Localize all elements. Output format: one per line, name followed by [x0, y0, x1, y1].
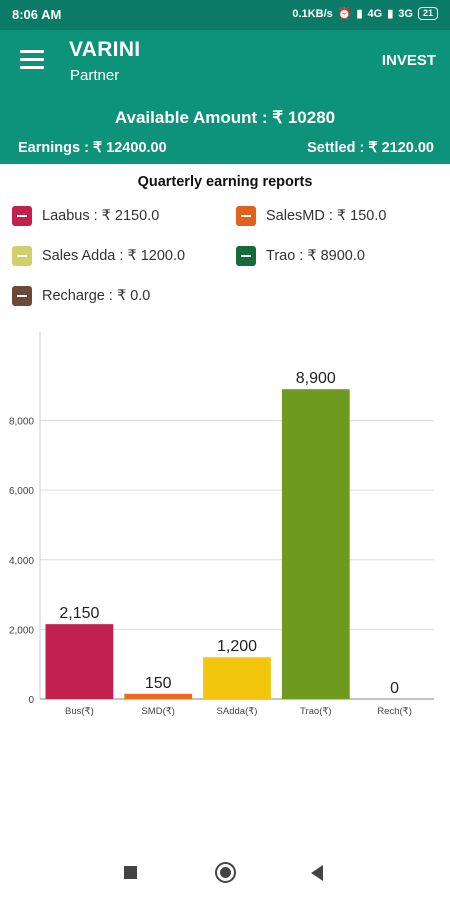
legend-swatch-icon	[236, 246, 256, 266]
legend-label: Laabus : ₹ 2150.0	[42, 208, 160, 224]
menu-icon[interactable]	[20, 50, 44, 70]
y-tick-label: 6,000	[9, 486, 34, 497]
bar-value-label: 2,150	[59, 605, 99, 622]
legend-swatch-icon	[12, 286, 32, 306]
status-bar: 8:06 AM 0.1KB/s ⏰ ▮ 4G ▮ 3G 21	[0, 0, 450, 30]
network-speed: 0.1KB/s	[292, 7, 333, 20]
legend-item-recharge[interactable]: Recharge : ₹ 0.0	[12, 286, 150, 306]
earnings-amount: Earnings : ₹ 12400.00	[18, 140, 167, 156]
status-icons: 0.1KB/s ⏰ ▮ 4G ▮ 3G 21	[292, 7, 438, 20]
amount-summary: Available Amount : ₹ 10280 Earnings : ₹ …	[0, 94, 450, 164]
bar-sadda	[203, 657, 271, 699]
y-tick-label: 0	[28, 695, 34, 706]
bar-value-label: 0	[390, 680, 399, 697]
app-title: VARINI	[69, 38, 141, 61]
status-time: 8:06 AM	[12, 7, 62, 22]
y-tick-label: 4,000	[9, 556, 34, 567]
signal-icon-2: ▮	[387, 8, 394, 20]
bar-value-label: 8,900	[296, 370, 336, 387]
legend-label: Sales Adda : ₹ 1200.0	[42, 248, 186, 264]
x-tick-label: Rech(₹)	[377, 706, 412, 717]
legend-swatch-icon	[12, 246, 32, 266]
legend-swatch-icon	[236, 206, 256, 226]
alarm-icon: ⏰	[337, 8, 352, 20]
bar-smd	[124, 693, 193, 699]
legend-item-trao[interactable]: Trao : ₹ 8900.0	[236, 246, 365, 266]
bar-value-label: 1,200	[217, 638, 257, 655]
recents-icon[interactable]	[124, 866, 137, 879]
legend-item-salesmd[interactable]: SalesMD : ₹ 150.0	[236, 206, 386, 226]
x-tick-label: SMD(₹)	[141, 706, 174, 717]
x-tick-label: Trao(₹)	[300, 706, 332, 717]
app-subtitle: Partner	[70, 67, 120, 84]
earnings-bar-chart[interactable]: 0 2,000 4,000 6,000 8,000 2,150 Bus(₹) 150 SMD(₹…	[0, 330, 450, 730]
legend-label: Trao : ₹ 8900.0	[266, 248, 365, 264]
legend-item-laabus[interactable]: Laabus : ₹ 2150.0	[12, 206, 159, 226]
x-tick-label: Bus(₹)	[65, 706, 94, 717]
bar-trao	[281, 389, 350, 699]
legend-label: SalesMD : ₹ 150.0	[266, 208, 387, 224]
bar-bus	[45, 624, 114, 699]
bar-value-label: 150	[145, 675, 172, 692]
x-tick-label: SAdda(₹)	[217, 706, 258, 717]
network-type-1: 4G	[367, 7, 383, 20]
legend-item-sales-adda[interactable]: Sales Adda : ₹ 1200.0	[12, 246, 185, 266]
signal-icon: ▮	[356, 8, 363, 20]
app-bar: VARINI Partner INVEST	[0, 30, 450, 94]
battery-icon: 21	[417, 7, 438, 20]
legend-label: Recharge : ₹ 0.0	[42, 288, 151, 304]
report-title: Quarterly earning reports	[137, 174, 313, 190]
invest-button[interactable]: INVEST	[381, 52, 436, 69]
available-amount: Available Amount : ₹ 10280	[114, 108, 336, 127]
legend-swatch-icon	[12, 206, 32, 226]
y-tick-label: 2,000	[9, 625, 34, 636]
home-icon[interactable]	[215, 862, 236, 883]
y-tick-label: 8,000	[9, 417, 34, 428]
back-icon[interactable]	[311, 865, 323, 881]
system-nav-bar	[0, 848, 450, 900]
settled-amount: Settled : ₹ 2120.00	[307, 140, 434, 156]
network-type-2: 3G	[398, 7, 413, 20]
